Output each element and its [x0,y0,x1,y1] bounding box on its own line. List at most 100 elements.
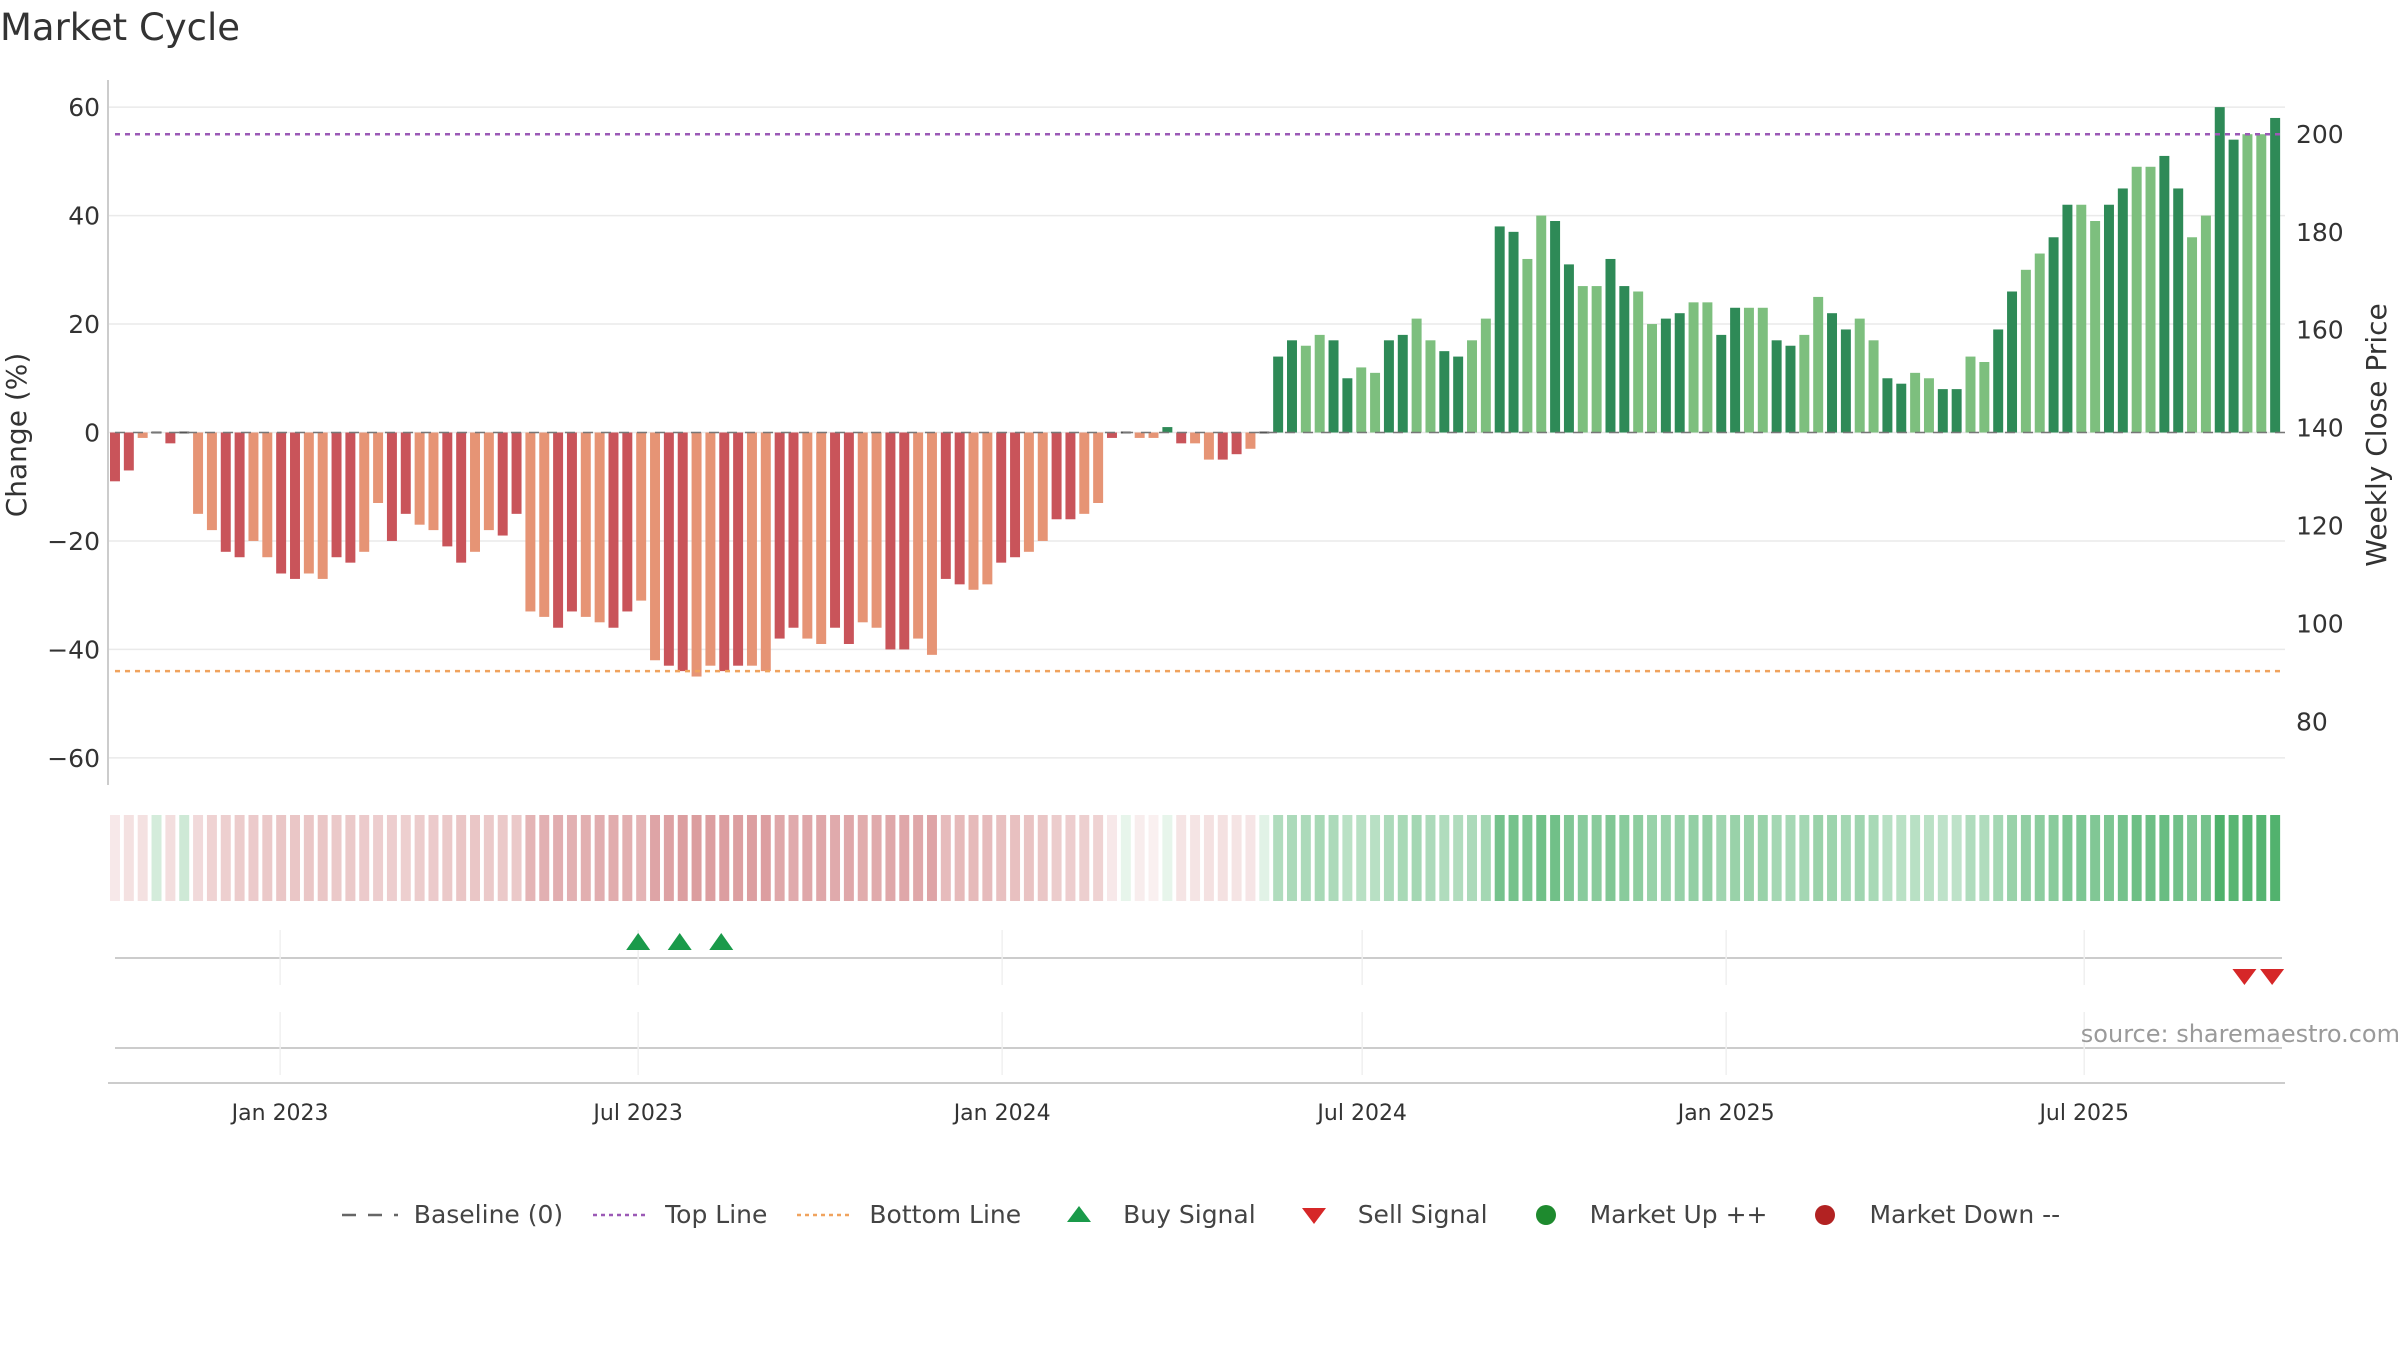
legend-label: Market Down -- [1869,1200,2061,1229]
heat-cell [345,815,356,901]
bar [1522,258,1533,433]
bar [1397,334,1408,433]
bar [954,432,965,585]
legend-item-sell[interactable]: Sell Signal [1284,1200,1488,1229]
legend-label: Buy Signal [1123,1200,1256,1229]
bar [456,432,467,563]
bar [2131,166,2142,433]
bar [788,432,799,628]
heat-cell [511,815,522,901]
bar [1287,340,1297,433]
bar [2200,215,2211,433]
bar [2048,237,2059,433]
heat-cell [677,815,688,901]
heat-cell [1411,815,1422,901]
triangle-up-icon [1067,1205,1092,1222]
heat-cell [1273,815,1284,901]
heat-cell [1023,815,1034,901]
bar [885,432,896,650]
heat-cell [1882,815,1893,901]
circle-icon [1815,1204,1836,1225]
bar [1480,318,1491,433]
heat-cell [2200,815,2211,901]
y-right-tick-label: 100 [2296,609,2344,638]
bar [193,432,204,514]
bar [1342,378,1353,433]
bar [608,432,619,628]
heat-cell [303,815,314,901]
bar [816,432,827,644]
buy-signal-icon [709,933,734,950]
legend-item-baseline[interactable]: Baseline (0) [340,1200,563,1229]
legend-item-down[interactable]: Market Down -- [1795,1200,2060,1229]
legend-item-buy[interactable]: Buy Signal [1049,1200,1256,1229]
heat-cell [913,815,924,901]
heat-cell [1037,815,1048,901]
heat-cell [2131,815,2142,901]
sell-signal-icon [2260,969,2285,985]
heat-cell [1370,815,1381,901]
heat-cell [1162,815,1173,901]
heat-cell [317,815,328,901]
heat-cell [1979,815,1990,901]
bar [553,432,564,628]
heat-cell [1743,815,1754,901]
heat-cell [1120,815,1131,901]
heat-cell [2173,815,2184,901]
buy-signal-icon [667,933,692,950]
bar [1882,378,1893,433]
heat-cell [386,815,397,901]
y-right-tick-label: 120 [2296,512,2344,541]
legend-item-top[interactable]: Top Line [591,1200,767,1229]
heat-cell [594,815,605,901]
y-right-tick-label: 200 [2296,120,2344,149]
bar [982,432,993,585]
bar [2270,117,2281,433]
bar [123,432,134,471]
heat-cell [483,815,494,901]
y-right-tick-label: 180 [2296,218,2344,247]
heat-cell [774,815,785,901]
legend-item-up[interactable]: Market Up ++ [1516,1200,1767,1229]
bar [345,432,356,563]
heat-cell [2187,815,2198,901]
x-tick-label: Jul 2025 [2037,1101,2129,1126]
heat-cell [1148,815,1159,901]
heat-cell [2007,815,2018,901]
heat-cell [1314,815,1325,901]
bar [580,432,591,617]
heat-cell [2242,815,2253,901]
bar [359,432,370,552]
bar [802,432,813,639]
legend-label: Top Line [665,1200,768,1229]
y-axis-right-label: Weekly Close Price [2360,303,2393,566]
bar [566,432,577,612]
bar [2242,134,2253,433]
heat-cell [1840,815,1851,901]
heat-cell [1176,815,1187,901]
bar [1716,334,1727,433]
heat-cell [290,815,300,901]
bar [1757,307,1768,433]
heat-cell [1550,815,1561,901]
heat-cell [1453,815,1464,901]
bar [719,432,730,672]
legend-item-bottom[interactable]: Bottom Line [795,1200,1021,1229]
bar [1993,329,2004,433]
bar [1245,432,1256,449]
heat-cell [746,815,757,901]
y-right-tick-label: 80 [2296,707,2328,736]
heat-cell [1868,815,1879,901]
heat-cell [940,815,951,901]
bar [1951,389,1962,433]
heat-cell [1300,815,1311,901]
heat-cell [650,815,661,901]
heat-cell [497,815,508,901]
heat-cell [2103,815,2114,901]
bar [1979,362,1990,433]
bar [1425,340,1436,433]
bar [1577,286,1588,433]
legend-line-icon [341,1213,398,1216]
heat-strip [110,815,2281,901]
